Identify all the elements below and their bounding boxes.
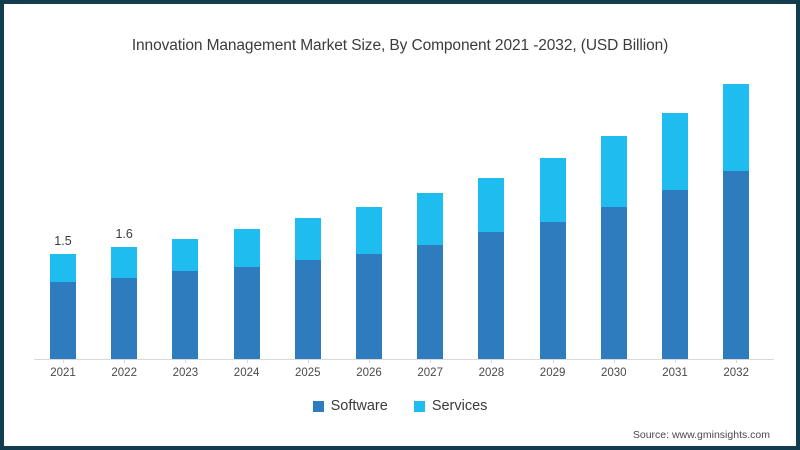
x-axis-tick — [613, 359, 615, 363]
bar-value-label: 1.6 — [115, 226, 133, 241]
x-axis-line — [34, 359, 774, 360]
x-axis-label: 2030 — [601, 367, 627, 379]
bar-segment-services[interactable] — [172, 239, 199, 272]
bar-group[interactable] — [172, 239, 199, 359]
bar-segment-software[interactable] — [294, 259, 321, 359]
bars-layer: 1.5 1.6 — [34, 74, 774, 359]
bar-segment-services[interactable] — [417, 193, 444, 245]
bar-group[interactable] — [662, 113, 688, 359]
chart-title: Innovation Management Market Size, By Co… — [131, 37, 669, 54]
x-axis-tick — [307, 359, 309, 363]
bar-segment-software[interactable] — [111, 278, 138, 359]
chart-legend: Software Services — [4, 398, 796, 414]
x-axis-tick — [63, 359, 64, 363]
bar-segment-software[interactable] — [172, 271, 199, 359]
bar-segment-software[interactable] — [478, 231, 505, 359]
bar-segment-software[interactable] — [539, 221, 566, 359]
bar-segment-services[interactable] — [111, 246, 138, 279]
bar-segment-services[interactable] — [233, 229, 260, 267]
bar-segment-services[interactable] — [478, 177, 505, 232]
bar-segment-software[interactable] — [50, 281, 76, 359]
legend-label: Software — [330, 398, 388, 414]
x-axis-label: 2026 — [356, 367, 382, 379]
bar-group[interactable] — [233, 229, 260, 359]
bar-group[interactable] — [600, 136, 627, 359]
x-axis-tick — [185, 359, 187, 363]
bar-segment-software[interactable] — [723, 170, 750, 359]
plot-area: 1.5 1.6 — [34, 74, 774, 362]
legend-item[interactable]: Services — [413, 398, 488, 414]
bar-group[interactable] — [356, 207, 382, 359]
bar-segment-software[interactable] — [233, 266, 260, 359]
x-axis-tick — [491, 359, 493, 363]
bar-group[interactable] — [478, 177, 505, 359]
x-axis-label: 2029 — [539, 367, 566, 379]
bar-segment-services[interactable] — [723, 83, 750, 171]
bar-segment-services[interactable] — [662, 113, 688, 190]
x-axis-label: 2021 — [50, 367, 76, 379]
legend-swatch-icon — [413, 400, 425, 412]
legend-swatch-icon — [312, 400, 324, 412]
x-axis-label: 2032 — [723, 367, 749, 379]
x-axis-label: 2023 — [172, 367, 199, 379]
x-axis-label: 2027 — [417, 367, 443, 379]
source-attribution: Source: www.gminsights.com — [632, 429, 770, 441]
x-axis-tick — [736, 359, 738, 363]
bar-group[interactable]: 1.5 — [50, 234, 76, 359]
x-axis-tick — [369, 359, 370, 363]
x-axis-labels: 2021 2022 2023 2024 2025 2026 2027 2028 2029 2030… — [34, 367, 774, 385]
bar-group[interactable] — [417, 193, 444, 359]
legend-item[interactable]: Software — [312, 398, 388, 414]
bar-value-label: 1.5 — [54, 233, 72, 248]
bar-segment-services[interactable] — [50, 253, 76, 282]
bar-group[interactable] — [723, 83, 750, 359]
x-axis-label: 2022 — [111, 367, 137, 379]
bar-segment-software[interactable] — [600, 207, 627, 359]
x-axis-tick — [552, 359, 554, 363]
bar-segment-software[interactable] — [417, 244, 444, 359]
bar-segment-services[interactable] — [294, 218, 321, 260]
x-axis-label: 2024 — [233, 367, 260, 379]
x-axis-tick — [675, 359, 676, 363]
chart-canvas: Innovation Management Market Size, By Co… — [4, 4, 796, 446]
bar-group[interactable]: 1.6 — [111, 227, 138, 359]
x-axis-label: 2028 — [478, 367, 505, 379]
legend-label: Services — [431, 398, 488, 414]
x-axis-label: 2025 — [295, 367, 321, 379]
bar-segment-services[interactable] — [356, 207, 382, 254]
bar-group[interactable] — [539, 158, 566, 359]
x-axis-tick — [246, 359, 248, 363]
x-axis-label: 2031 — [662, 367, 688, 379]
x-axis-tick — [124, 359, 126, 363]
bar-segment-software[interactable] — [662, 189, 688, 359]
x-axis-tick — [430, 359, 432, 363]
bar-segment-services[interactable] — [600, 136, 627, 208]
bar-segment-services[interactable] — [539, 158, 566, 222]
bar-segment-software[interactable] — [356, 253, 382, 359]
bar-group[interactable] — [294, 218, 321, 359]
